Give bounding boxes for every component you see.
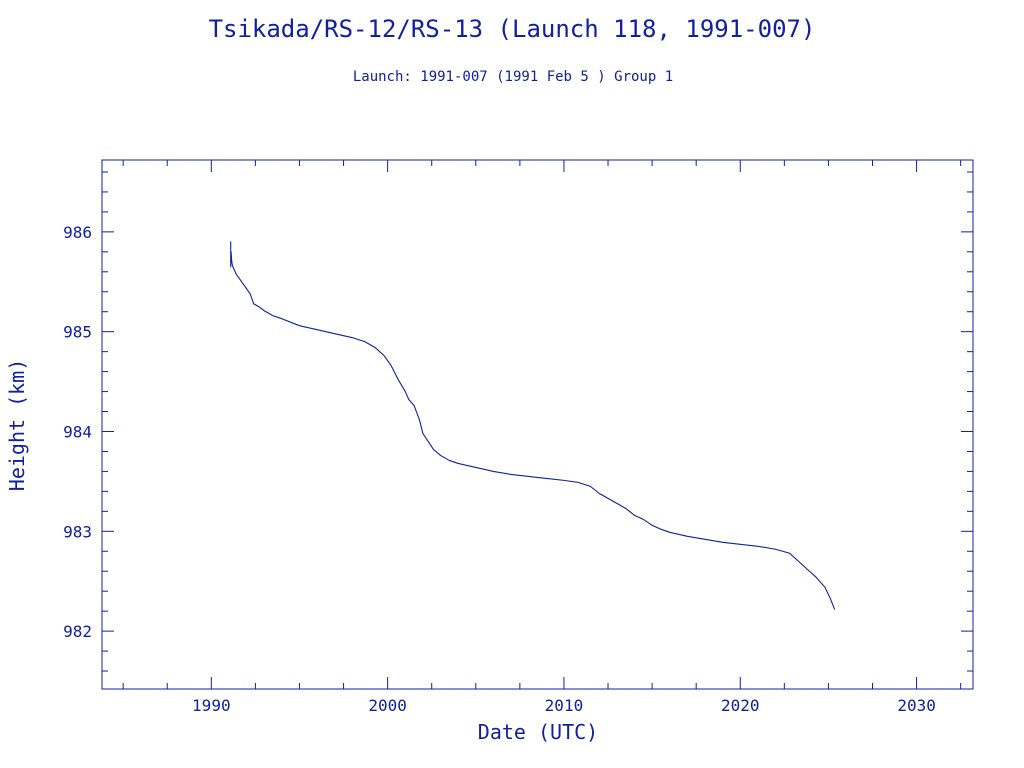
plot-frame — [101, 159, 974, 690]
chart-title: Tsikada/RS-12/RS-13 (Launch 118, 1991-00… — [209, 15, 816, 43]
y-axis-label: Height (km) — [5, 359, 29, 491]
height-series-line — [230, 241, 836, 610]
tick-labels: 1990 2000 2010 2020 2030 982 983 984 985 986 — [63, 223, 936, 715]
y-tick-label: 986 — [63, 223, 92, 242]
x-tick-label: 2020 — [721, 696, 760, 715]
x-tick-label: 2010 — [545, 696, 584, 715]
minor-ticks — [102, 160, 973, 689]
x-tick-label: 1990 — [192, 696, 231, 715]
x-tick-label: 2000 — [368, 696, 407, 715]
y-tick-label: 982 — [63, 622, 92, 641]
major-ticks — [102, 160, 973, 689]
x-tick-label: 2030 — [897, 696, 936, 715]
y-tick-label: 984 — [63, 422, 92, 441]
chart-subtitle: Launch: 1991-007 (1991 Feb 5 ) Group 1 — [353, 69, 673, 85]
y-tick-label: 985 — [63, 323, 92, 342]
x-axis-label: Date (UTC) — [478, 720, 598, 744]
y-tick-label: 983 — [63, 522, 92, 541]
